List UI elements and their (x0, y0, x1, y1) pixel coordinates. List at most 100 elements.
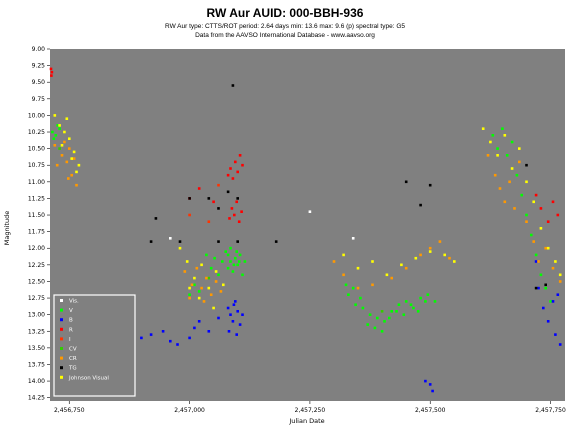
data-point-v (205, 253, 208, 257)
data-point-b (236, 310, 239, 313)
data-point-b (149, 333, 153, 336)
data-point-johnson-visual (539, 227, 543, 230)
data-point-johnson-visual (212, 306, 215, 310)
x-tick-label: 2,457,500 (415, 407, 446, 414)
data-point-johnson-visual (525, 180, 528, 184)
x-axis-ticks: 2,456,750 2,457,000 2,457,250 2,457,500 2,45… (54, 401, 566, 414)
data-point-johnson-visual (558, 273, 562, 277)
y-axis-label: Magnitude (3, 211, 11, 245)
data-point-johnson-visual (178, 246, 182, 250)
data-point-cr (513, 207, 516, 210)
data-point-cr (551, 266, 555, 270)
data-point-v (209, 266, 213, 270)
y-tick-label: 9.25 (32, 63, 46, 70)
data-point-r (212, 200, 215, 204)
data-point-johnson-visual (443, 253, 446, 257)
data-point-v (424, 300, 427, 303)
data-point-v (234, 256, 237, 260)
data-point-v (376, 316, 379, 320)
data-point-r (197, 187, 201, 190)
y-tick-label: 10.25 (28, 129, 45, 136)
y-tick-label: 10.00 (28, 112, 45, 119)
data-point-johnson-visual (414, 256, 418, 260)
data-point-johnson-visual (371, 260, 374, 263)
data-point-r (226, 173, 230, 177)
data-point-v (237, 260, 241, 263)
data-point-tg (188, 197, 191, 200)
data-point-tg (404, 180, 408, 184)
data-point-johnson-visual (68, 137, 71, 140)
data-point-b (207, 330, 211, 333)
data-point-vis- (351, 237, 355, 240)
data-point-johnson-visual (342, 253, 345, 257)
data-point-v (388, 316, 391, 320)
data-point-johnson-visual (400, 263, 403, 267)
data-point-b (197, 320, 201, 323)
data-point-johnson-visual (554, 260, 557, 263)
data-point-b (556, 293, 560, 296)
legend-label-tg: TG (68, 366, 77, 372)
data-point-v (549, 300, 552, 303)
data-point-r (228, 217, 231, 220)
data-point-v (390, 310, 393, 313)
data-point-cr (390, 276, 393, 280)
data-point-johnson-visual (53, 114, 57, 117)
data-point-cr (404, 266, 408, 270)
data-point-johnson-visual (197, 296, 201, 300)
data-point-v (243, 260, 247, 263)
data-point-r (556, 213, 560, 217)
data-point-cr (190, 283, 194, 287)
y-tick-label: 13.50 (28, 345, 45, 352)
data-point-cr (448, 256, 451, 260)
data-point-b (161, 330, 165, 333)
y-tick-label: 9.75 (32, 96, 46, 103)
chart-data-source: Data from the AAVSO International Databa… (195, 32, 375, 39)
data-point-cr (205, 276, 208, 280)
chart-title: RW Aur AUID: 000-BBH-936 (206, 6, 364, 20)
data-point-r (50, 74, 53, 77)
data-point-b (231, 320, 235, 323)
data-point-cr (195, 266, 199, 270)
legend-label-cv: CV (69, 347, 77, 353)
data-point-v (380, 330, 384, 333)
data-point-tg (226, 190, 230, 194)
data-point-v (232, 263, 236, 267)
data-point-johnson-visual (428, 250, 432, 253)
data-point-cr (183, 270, 187, 273)
data-point-v (231, 270, 235, 273)
data-point-b (193, 326, 196, 330)
data-point-b (424, 379, 427, 383)
data-point-b (227, 330, 231, 333)
data-point-b (546, 320, 550, 323)
data-point-tg (428, 183, 432, 187)
y-tick-label: 11.00 (28, 179, 45, 186)
data-point-v (530, 233, 533, 237)
y-tick-label: 13.75 (28, 361, 45, 368)
data-point-johnson-visual (193, 276, 196, 280)
data-point-v (395, 310, 398, 313)
data-point-johnson-visual (356, 266, 360, 270)
data-point-cr (65, 160, 69, 164)
data-point-v (347, 293, 350, 296)
data-point-v (197, 290, 201, 293)
data-point-b (428, 383, 432, 386)
data-point-v (359, 296, 362, 300)
chart-subtitle: RW Aur type: CTTS/ROT period: 2.64 days … (165, 23, 405, 30)
data-point-johnson-visual (60, 144, 64, 147)
data-point-v (412, 306, 415, 310)
legend-marker-v (60, 308, 63, 312)
data-point-v (229, 260, 232, 263)
data-point-b (176, 343, 179, 346)
data-point-v (217, 273, 220, 277)
data-point-v (236, 263, 239, 267)
data-point-v (226, 253, 230, 257)
data-point-b (229, 313, 232, 316)
data-point-r (546, 220, 550, 223)
data-point-r (534, 193, 538, 197)
data-point-r (235, 200, 238, 204)
data-point-r (229, 167, 232, 170)
data-point-v (351, 286, 355, 290)
data-point-cr (532, 240, 535, 243)
data-point-v (419, 296, 422, 300)
data-point-r (551, 200, 555, 204)
